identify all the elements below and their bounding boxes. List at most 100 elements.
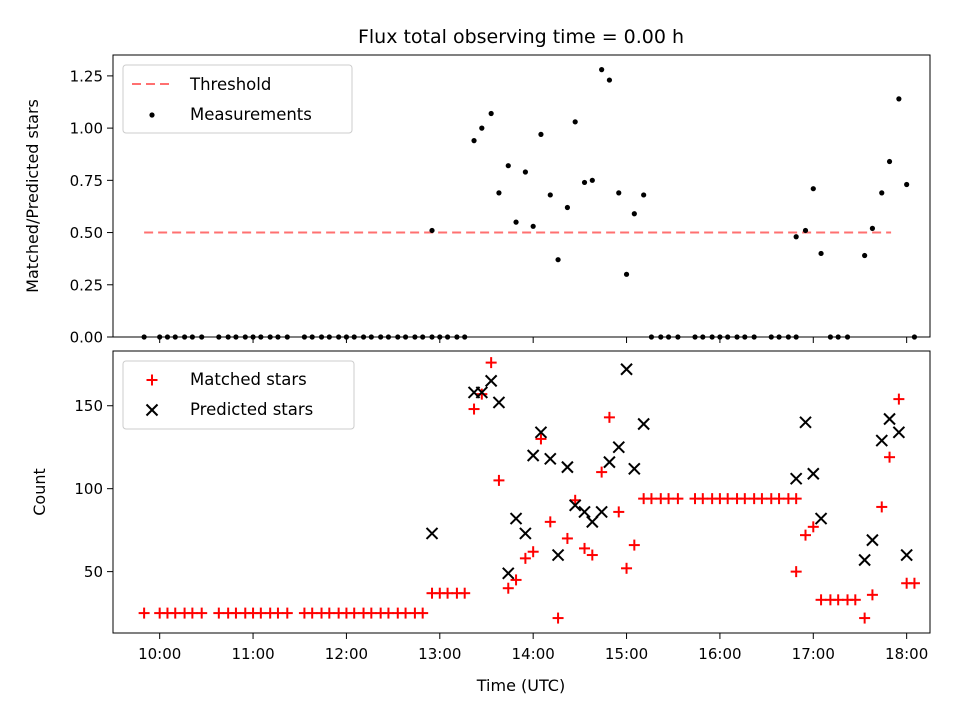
predicted-star-point	[620, 363, 633, 376]
count-x-tick-label: 16:00	[698, 645, 741, 663]
legend-threshold-label: Threshold	[189, 75, 271, 94]
matched-star-point	[773, 493, 785, 505]
measurement-point	[810, 186, 816, 192]
matched-star-point	[645, 493, 657, 505]
predicted-star-point	[875, 434, 888, 447]
matched-star-point	[510, 574, 522, 586]
measurement-point	[862, 252, 868, 259]
matched-star-point	[613, 506, 625, 518]
matched-star-point	[306, 607, 318, 619]
measurement-point	[564, 204, 571, 211]
legend-predicted-label: Predicted stars	[190, 400, 313, 419]
matched-star-point	[815, 594, 827, 606]
matched-star-point	[596, 466, 608, 478]
count-x-tick-label: 13:00	[418, 645, 461, 663]
legend-measurements-swatch	[149, 112, 155, 118]
predicted-star-point	[883, 412, 896, 426]
count-x-tick-label: 15:00	[605, 645, 648, 663]
predicted-star-point	[603, 455, 616, 469]
legend-matched-swatch	[146, 374, 158, 386]
predicted-star-point	[526, 449, 540, 462]
measurement-point	[429, 227, 435, 234]
ratio-legend: Threshold Measurements	[122, 64, 353, 134]
predicted-star-point	[534, 426, 548, 439]
measurement-point	[623, 271, 630, 277]
chart-title: Flux total observing time = 0.00 h	[358, 26, 684, 48]
matched-star-point	[196, 607, 208, 619]
measurement-point	[793, 234, 799, 240]
matched-star-point	[485, 357, 497, 369]
predicted-star-point	[892, 426, 906, 439]
predicted-star-point	[519, 527, 532, 540]
measurement-point	[904, 181, 910, 188]
ratio-y-tick-label: 1.25	[70, 67, 103, 85]
measurement-point	[522, 169, 528, 175]
count-x-tick-label: 17:00	[792, 645, 835, 663]
count-x-ticks: 10:00 11:00 12:00 13:00 14:00 15:00 16:00 17:00…	[138, 633, 928, 663]
predicted-star-point	[858, 553, 871, 567]
predicted-star-point	[900, 548, 913, 562]
matched-star-point	[672, 493, 684, 505]
matched-star-point	[849, 594, 861, 606]
count-x-tick-label: 14:00	[512, 645, 555, 663]
matched-star-point	[442, 587, 454, 599]
count-x-tick-label: 10:00	[138, 645, 181, 663]
matched-star-point	[138, 607, 150, 619]
matched-star-point	[884, 451, 896, 463]
matched-star-point	[876, 501, 888, 513]
matched-star-point	[893, 393, 905, 405]
predicted-star-point	[637, 417, 650, 431]
measurement-point	[599, 67, 605, 73]
measurement-point	[555, 257, 561, 263]
matched-star-point	[790, 493, 802, 505]
predicted-star-point	[799, 416, 812, 429]
ratio-y-ticks: 0.00 0.25 0.50 0.75 1.00 1.25	[70, 67, 113, 347]
count-y-tick-label: 150	[74, 397, 103, 415]
ratio-y-tick-label: 0.50	[70, 224, 103, 242]
legend-matched-marker	[146, 374, 158, 386]
matched-star-point	[348, 607, 360, 619]
predicted-star-point	[807, 467, 820, 480]
matched-star-point	[697, 493, 709, 505]
count-y-tick-label: 50	[84, 563, 103, 581]
predicted-star-point	[814, 512, 828, 525]
matched-star-point	[586, 549, 598, 561]
count-x-tick-label: 11:00	[231, 645, 274, 663]
matched-star-point	[255, 607, 267, 619]
matched-star-point	[382, 607, 394, 619]
matched-star-point	[527, 546, 539, 558]
predicted-star-point	[492, 396, 506, 409]
x-axis-label: Time (UTC)	[476, 676, 565, 695]
measurement-point	[538, 131, 544, 137]
predicted-star-point	[561, 460, 574, 474]
ratio-panel: 0.00 0.25 0.50 0.75 1.00 1.25 Matched/Predict…	[23, 54, 931, 347]
measurement-point	[513, 219, 519, 225]
measurement-point	[818, 250, 824, 257]
matched-star-point	[722, 493, 734, 505]
matched-star-point	[400, 607, 412, 619]
measurement-point	[631, 211, 637, 217]
predicted-star-point	[595, 505, 608, 519]
matched-star-point	[535, 433, 547, 445]
predicted-star-point	[544, 452, 557, 466]
measurement-point	[488, 110, 494, 117]
measurement-point	[616, 190, 622, 196]
predicted-star-point	[484, 374, 498, 388]
matched-star-point	[502, 582, 514, 594]
matched-star-point	[281, 607, 293, 619]
predicted-star-point	[612, 441, 625, 454]
measurement-point	[479, 125, 485, 131]
matched-star-point	[603, 411, 615, 423]
predicted-stars-points	[425, 363, 913, 580]
count-legend: Matched stars Predicted stars	[122, 360, 355, 430]
matched-star-point	[859, 612, 871, 624]
matched-star-point	[628, 539, 640, 551]
count-x-tick-label: 18:00	[885, 645, 928, 663]
matched-star-point	[544, 516, 556, 528]
legend-measurements-label: Measurements	[190, 105, 312, 124]
count-legend-box	[122, 360, 355, 430]
measurement-point	[581, 179, 588, 186]
measurement-point	[641, 192, 647, 198]
matched-star-point	[866, 589, 878, 601]
